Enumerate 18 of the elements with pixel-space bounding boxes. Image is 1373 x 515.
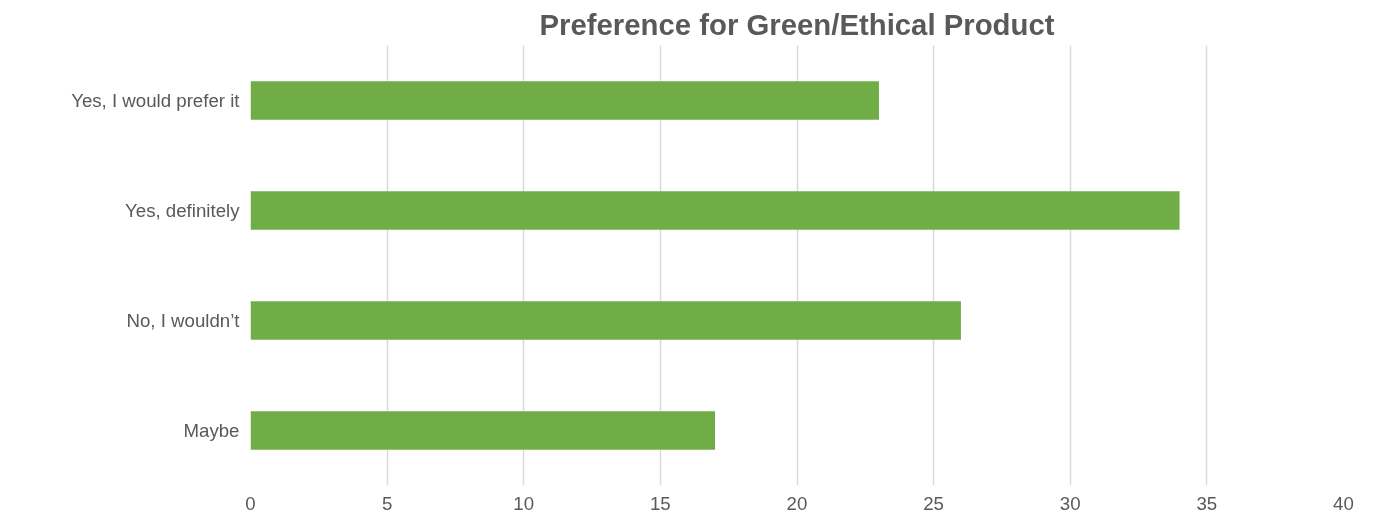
x-tick-label: 15 bbox=[650, 492, 671, 514]
chart-title: Preference for Green/Ethical Product bbox=[539, 7, 1055, 41]
x-tick-label: 30 bbox=[1059, 492, 1081, 514]
x-tick-label: 25 bbox=[923, 492, 945, 514]
y-tick-label: Yes, definitely bbox=[125, 200, 241, 221]
bar bbox=[250, 191, 1180, 230]
x-tick-label: 0 bbox=[245, 492, 256, 514]
bar bbox=[250, 411, 716, 450]
y-tick-label: Yes, I would prefer it bbox=[71, 90, 241, 111]
x-tick-label: 20 bbox=[786, 492, 808, 514]
y-tick-label: No, I wouldn’t bbox=[126, 310, 241, 331]
x-tick-label: 10 bbox=[513, 492, 535, 514]
y-tick-label: Maybe bbox=[183, 420, 240, 441]
x-tick-label: 35 bbox=[1196, 492, 1218, 514]
bar bbox=[250, 301, 961, 340]
x-tick-label: 40 bbox=[1333, 492, 1354, 514]
bar bbox=[250, 81, 879, 120]
x-tick-label: 5 bbox=[381, 492, 393, 514]
